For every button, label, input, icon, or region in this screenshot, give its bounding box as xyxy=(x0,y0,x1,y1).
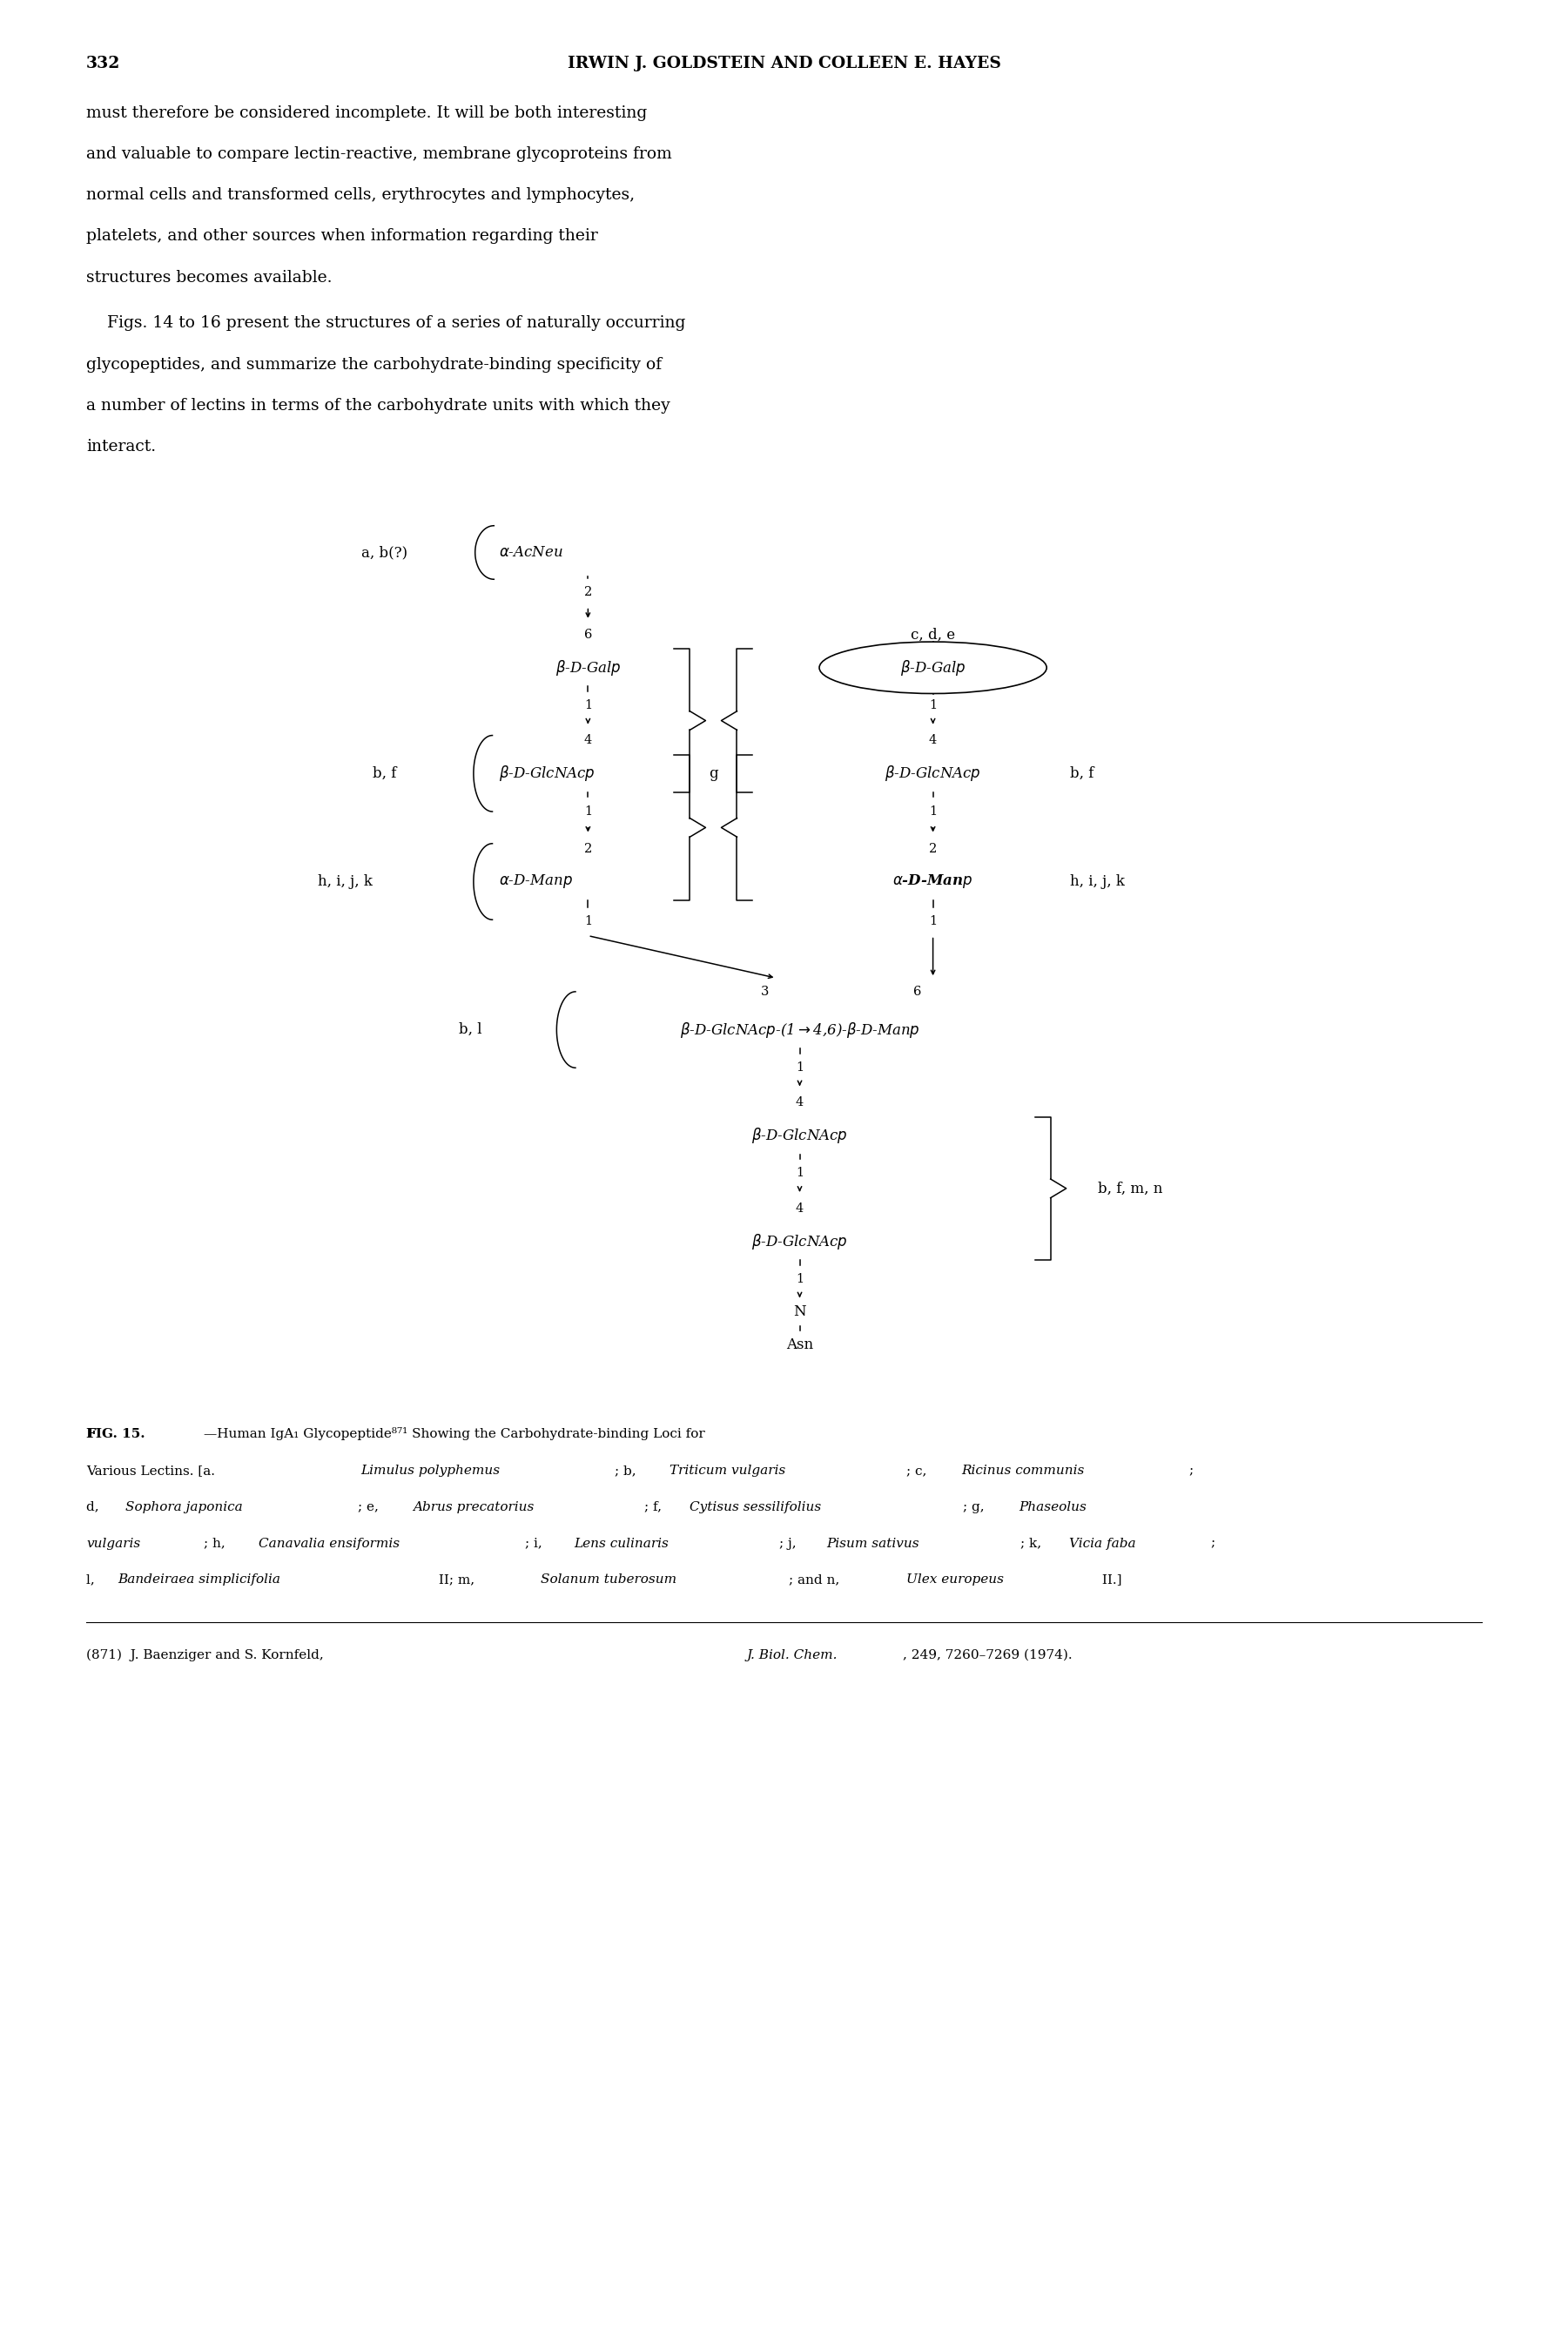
Text: 4: 4 xyxy=(795,1201,804,1215)
Text: 6: 6 xyxy=(913,985,922,999)
Text: 1: 1 xyxy=(928,804,938,818)
Text: (871)  J. Baenziger and S. Kornfeld,: (871) J. Baenziger and S. Kornfeld, xyxy=(86,1648,328,1662)
Text: ; i,: ; i, xyxy=(525,1538,547,1549)
Text: 4: 4 xyxy=(795,1096,804,1110)
Text: 1: 1 xyxy=(583,698,593,712)
Text: 6: 6 xyxy=(583,628,593,642)
Text: 2: 2 xyxy=(928,842,938,856)
Text: $\beta$-D-Gal$p$: $\beta$-D-Gal$p$ xyxy=(555,658,621,677)
Text: 3: 3 xyxy=(760,985,770,999)
Text: $\beta$-D-Gal$p$: $\beta$-D-Gal$p$ xyxy=(900,658,966,677)
Text: ; h,: ; h, xyxy=(204,1538,229,1549)
Text: Cytisus sessilifolius: Cytisus sessilifolius xyxy=(690,1500,822,1514)
Text: $\beta$-D-GlcNAc$p$: $\beta$-D-GlcNAc$p$ xyxy=(751,1232,848,1251)
Text: ; f,: ; f, xyxy=(644,1500,666,1514)
Text: 1: 1 xyxy=(795,1060,804,1074)
Text: 2: 2 xyxy=(583,842,593,856)
Text: Figs. 14 to 16 present the structures of a series of naturally occurring: Figs. 14 to 16 present the structures of… xyxy=(86,315,685,331)
Text: FIG. 15.: FIG. 15. xyxy=(86,1427,146,1441)
Text: d,: d, xyxy=(86,1500,103,1514)
Text: b, l: b, l xyxy=(459,1023,481,1037)
Text: Ulex europeus: Ulex europeus xyxy=(906,1573,1004,1587)
Text: $\beta$-D-GlcNAc$p$: $\beta$-D-GlcNAc$p$ xyxy=(499,764,594,783)
Text: Solanum tuberosum: Solanum tuberosum xyxy=(541,1573,677,1587)
Text: ; b,: ; b, xyxy=(615,1465,640,1476)
Text: ; and n,: ; and n, xyxy=(789,1573,844,1587)
Text: , 249, 7260–7269 (1974).: , 249, 7260–7269 (1974). xyxy=(903,1648,1073,1662)
Text: Phaseolus: Phaseolus xyxy=(1019,1500,1087,1514)
Text: structures becomes available.: structures becomes available. xyxy=(86,270,332,284)
Text: Lens culinaris: Lens culinaris xyxy=(574,1538,668,1549)
Text: c, d, e: c, d, e xyxy=(911,628,955,642)
Text: Limulus polyphemus: Limulus polyphemus xyxy=(361,1465,500,1476)
Text: Sophora japonica: Sophora japonica xyxy=(125,1500,243,1514)
Text: F: F xyxy=(86,1427,96,1441)
Text: ; e,: ; e, xyxy=(358,1500,383,1514)
Text: 332: 332 xyxy=(86,56,121,71)
Text: $\alpha$-D-Man$p$: $\alpha$-D-Man$p$ xyxy=(892,872,974,891)
Text: b, f: b, f xyxy=(1069,766,1094,781)
Text: 1: 1 xyxy=(583,804,593,818)
Text: 4: 4 xyxy=(928,734,938,748)
Text: 1: 1 xyxy=(583,915,593,929)
Text: Ricinus communis: Ricinus communis xyxy=(961,1465,1083,1476)
Text: 2: 2 xyxy=(583,585,593,600)
Text: $\alpha$-D-Man$p$: $\alpha$-D-Man$p$ xyxy=(499,872,572,891)
Text: must therefore be considered incomplete. It will be both interesting: must therefore be considered incomplete.… xyxy=(86,106,648,120)
Text: ;: ; xyxy=(1210,1538,1215,1549)
Text: 1: 1 xyxy=(795,1272,804,1286)
Text: b, f, m, n: b, f, m, n xyxy=(1098,1180,1162,1197)
Text: ; j,: ; j, xyxy=(779,1538,801,1549)
Text: ; c,: ; c, xyxy=(906,1465,931,1476)
Text: 1: 1 xyxy=(928,698,938,712)
Text: $\beta$-D-GlcNAc$p$: $\beta$-D-GlcNAc$p$ xyxy=(751,1126,848,1145)
Text: Abrus precatorius: Abrus precatorius xyxy=(412,1500,533,1514)
Text: vulgaris: vulgaris xyxy=(86,1538,141,1549)
Ellipse shape xyxy=(818,642,1047,694)
Text: ; g,: ; g, xyxy=(963,1500,988,1514)
Text: normal cells and transformed cells, erythrocytes and lymphocytes,: normal cells and transformed cells, eryt… xyxy=(86,188,635,202)
Text: J. Biol. Chem.: J. Biol. Chem. xyxy=(746,1648,837,1662)
Text: ;: ; xyxy=(1189,1465,1193,1476)
Text: a number of lectins in terms of the carbohydrate units with which they: a number of lectins in terms of the carb… xyxy=(86,397,670,414)
Text: Triticum vulgaris: Triticum vulgaris xyxy=(670,1465,786,1476)
Text: IRWIN J. GOLDSTEIN AND COLLEEN E. HAYES: IRWIN J. GOLDSTEIN AND COLLEEN E. HAYES xyxy=(568,56,1000,71)
Text: 4: 4 xyxy=(583,734,593,748)
Text: h, i, j, k: h, i, j, k xyxy=(318,875,372,889)
Text: Various Lectins. [a.: Various Lectins. [a. xyxy=(86,1465,220,1476)
Text: Pisum sativus: Pisum sativus xyxy=(826,1538,919,1549)
Text: interact.: interact. xyxy=(86,440,155,454)
Text: —Human IgA₁ Glycopeptide⁸⁷¹ Showing the Carbohydrate-binding Loci for: —Human IgA₁ Glycopeptide⁸⁷¹ Showing the … xyxy=(204,1427,706,1441)
Text: g: g xyxy=(709,766,718,781)
Text: Bandeiraea simplicifolia: Bandeiraea simplicifolia xyxy=(118,1573,281,1587)
Text: l,: l, xyxy=(86,1573,99,1587)
Text: 1: 1 xyxy=(928,915,938,929)
Text: h, i, j, k: h, i, j, k xyxy=(1071,875,1124,889)
Text: b, f: b, f xyxy=(372,766,397,781)
Text: platelets, and other sources when information regarding their: platelets, and other sources when inform… xyxy=(86,228,597,245)
Text: $\alpha$-AcNeu: $\alpha$-AcNeu xyxy=(499,545,563,560)
Text: $\beta$-D-GlcNAc$p$: $\beta$-D-GlcNAc$p$ xyxy=(884,764,982,783)
Text: and valuable to compare lectin-reactive, membrane glycoproteins from: and valuable to compare lectin-reactive,… xyxy=(86,146,673,162)
Text: a, b(?): a, b(?) xyxy=(361,545,408,560)
Text: 1: 1 xyxy=(795,1166,804,1180)
Text: N: N xyxy=(793,1305,806,1319)
Text: II.]: II.] xyxy=(1098,1573,1121,1587)
Text: ; k,: ; k, xyxy=(1021,1538,1046,1549)
Text: Asn: Asn xyxy=(786,1338,814,1352)
Text: glycopeptides, and summarize the carbohydrate-binding specificity of: glycopeptides, and summarize the carbohy… xyxy=(86,357,662,371)
Text: $\beta$-D-GlcNAc$p$-(1$\rightarrow$4,6)-$\beta$-D-Man$p$: $\beta$-D-GlcNAc$p$-(1$\rightarrow$4,6)-… xyxy=(679,1020,920,1039)
Text: Canavalia ensiformis: Canavalia ensiformis xyxy=(259,1538,400,1549)
Text: II; m,: II; m, xyxy=(434,1573,478,1587)
Text: Vicia faba: Vicia faba xyxy=(1069,1538,1137,1549)
